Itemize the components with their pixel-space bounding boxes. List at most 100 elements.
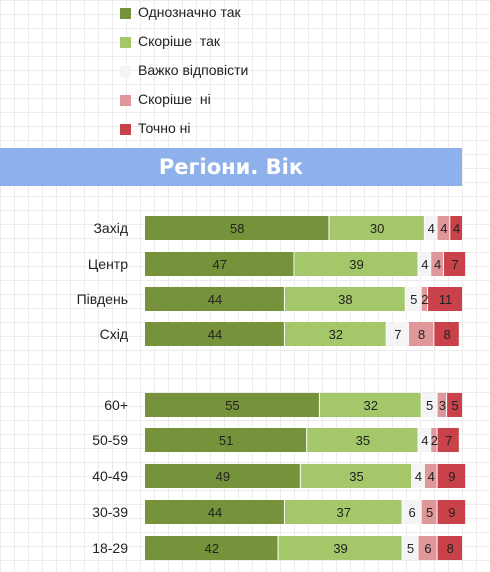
legend-label: Точно ні — [138, 120, 191, 136]
data-label: 5 — [410, 292, 417, 307]
bar-segment — [300, 464, 412, 488]
data-label: 9 — [448, 505, 455, 520]
data-label: 42 — [205, 541, 219, 556]
bar-segment — [428, 287, 462, 311]
legend-swatch — [120, 95, 131, 106]
data-label: 5 — [407, 541, 414, 556]
category-label: 60+ — [104, 397, 128, 413]
bar-segment — [145, 216, 329, 240]
bar-segment — [278, 536, 402, 560]
data-label: 32 — [329, 327, 343, 342]
bar-segment — [437, 216, 450, 240]
data-label: 55 — [225, 398, 239, 413]
bar-segment — [284, 500, 402, 524]
bar-segment — [447, 393, 462, 417]
data-label: 37 — [337, 505, 351, 520]
data-label: 47 — [212, 257, 226, 272]
data-label: 3 — [439, 398, 446, 413]
chart-title: Регіони. Вік — [0, 148, 462, 186]
data-label: 4 — [428, 469, 435, 484]
bar-segment — [145, 252, 294, 276]
bar-segment — [329, 216, 424, 240]
category-label: 40-49 — [92, 468, 128, 484]
legend-swatch — [120, 8, 131, 19]
data-label: 44 — [208, 292, 222, 307]
bar-segment — [418, 536, 437, 560]
data-label: 8 — [443, 327, 450, 342]
data-label: 49 — [216, 469, 230, 484]
data-label: 44 — [208, 327, 222, 342]
bar-segment — [434, 322, 459, 346]
bar-segment — [418, 428, 431, 452]
data-label: 2 — [431, 433, 438, 448]
data-label: 58 — [230, 221, 244, 236]
data-label: 4 — [415, 469, 422, 484]
bar-segment — [386, 322, 408, 346]
category-label: Схід — [100, 326, 128, 342]
data-label: 4 — [453, 221, 460, 236]
legend-item-definitely-no: Точно ні — [120, 118, 380, 140]
bar-segment — [402, 500, 421, 524]
category-label: 18-29 — [92, 540, 128, 556]
category-label: Центр — [88, 256, 128, 272]
bar-segment — [424, 216, 437, 240]
bar-segment — [145, 500, 284, 524]
bar-segment — [437, 500, 466, 524]
bar-segment — [421, 393, 437, 417]
data-label: 4 — [421, 257, 428, 272]
data-label: 5 — [451, 398, 458, 413]
data-label: 5 — [426, 398, 433, 413]
bar-segment — [431, 252, 443, 276]
bar-segment — [405, 287, 421, 311]
bar-segment — [437, 428, 459, 452]
legend-item-rather-no: Скоріше ні — [120, 89, 380, 111]
legend-label: Важко відповісти — [138, 62, 249, 78]
data-label: 4 — [434, 257, 441, 272]
data-label: 38 — [338, 292, 352, 307]
bar-segment — [408, 322, 434, 346]
bar-segment — [402, 536, 418, 560]
data-label: 6 — [409, 505, 416, 520]
legend-swatch — [120, 37, 131, 48]
bar-segment — [450, 216, 462, 240]
data-label: 5 — [426, 505, 433, 520]
data-label: 2 — [421, 292, 428, 307]
data-label: 51 — [219, 433, 233, 448]
data-label: 4 — [440, 221, 447, 236]
bar-segment — [421, 500, 437, 524]
data-label: 9 — [448, 469, 455, 484]
bar-segment — [319, 393, 421, 417]
data-label: 39 — [333, 541, 347, 556]
bar-segment — [431, 428, 437, 452]
bar-segment — [145, 536, 278, 560]
data-label: 6 — [424, 541, 431, 556]
category-label: 50-59 — [92, 432, 128, 448]
data-label: 7 — [445, 433, 452, 448]
bar-segment — [145, 322, 284, 346]
bar-segment — [307, 428, 418, 452]
bar-segment — [437, 393, 447, 417]
bar-segment — [418, 252, 431, 276]
bar-segment — [294, 252, 418, 276]
bar-segment — [437, 464, 466, 488]
legend-label: Скоріше ні — [138, 91, 211, 107]
category-label: Південь — [77, 291, 128, 307]
data-label: 4 — [421, 433, 428, 448]
bar-segment — [145, 428, 307, 452]
data-label: 8 — [418, 327, 425, 342]
legend-item-rather-yes: Скоріше так — [120, 31, 380, 53]
data-label: 30 — [370, 221, 384, 236]
data-label: 35 — [349, 469, 363, 484]
bar-segment — [145, 464, 300, 488]
bar-segment — [412, 464, 424, 488]
bar-segment — [145, 287, 284, 311]
data-label: 39 — [349, 257, 363, 272]
legend-label: Однозначно так — [138, 4, 241, 20]
bar-segment — [437, 536, 462, 560]
legend-swatch — [120, 66, 131, 77]
data-label: 11 — [439, 292, 453, 307]
bar-segment — [145, 393, 319, 417]
bar-segment — [284, 322, 386, 346]
data-label: 32 — [364, 398, 378, 413]
